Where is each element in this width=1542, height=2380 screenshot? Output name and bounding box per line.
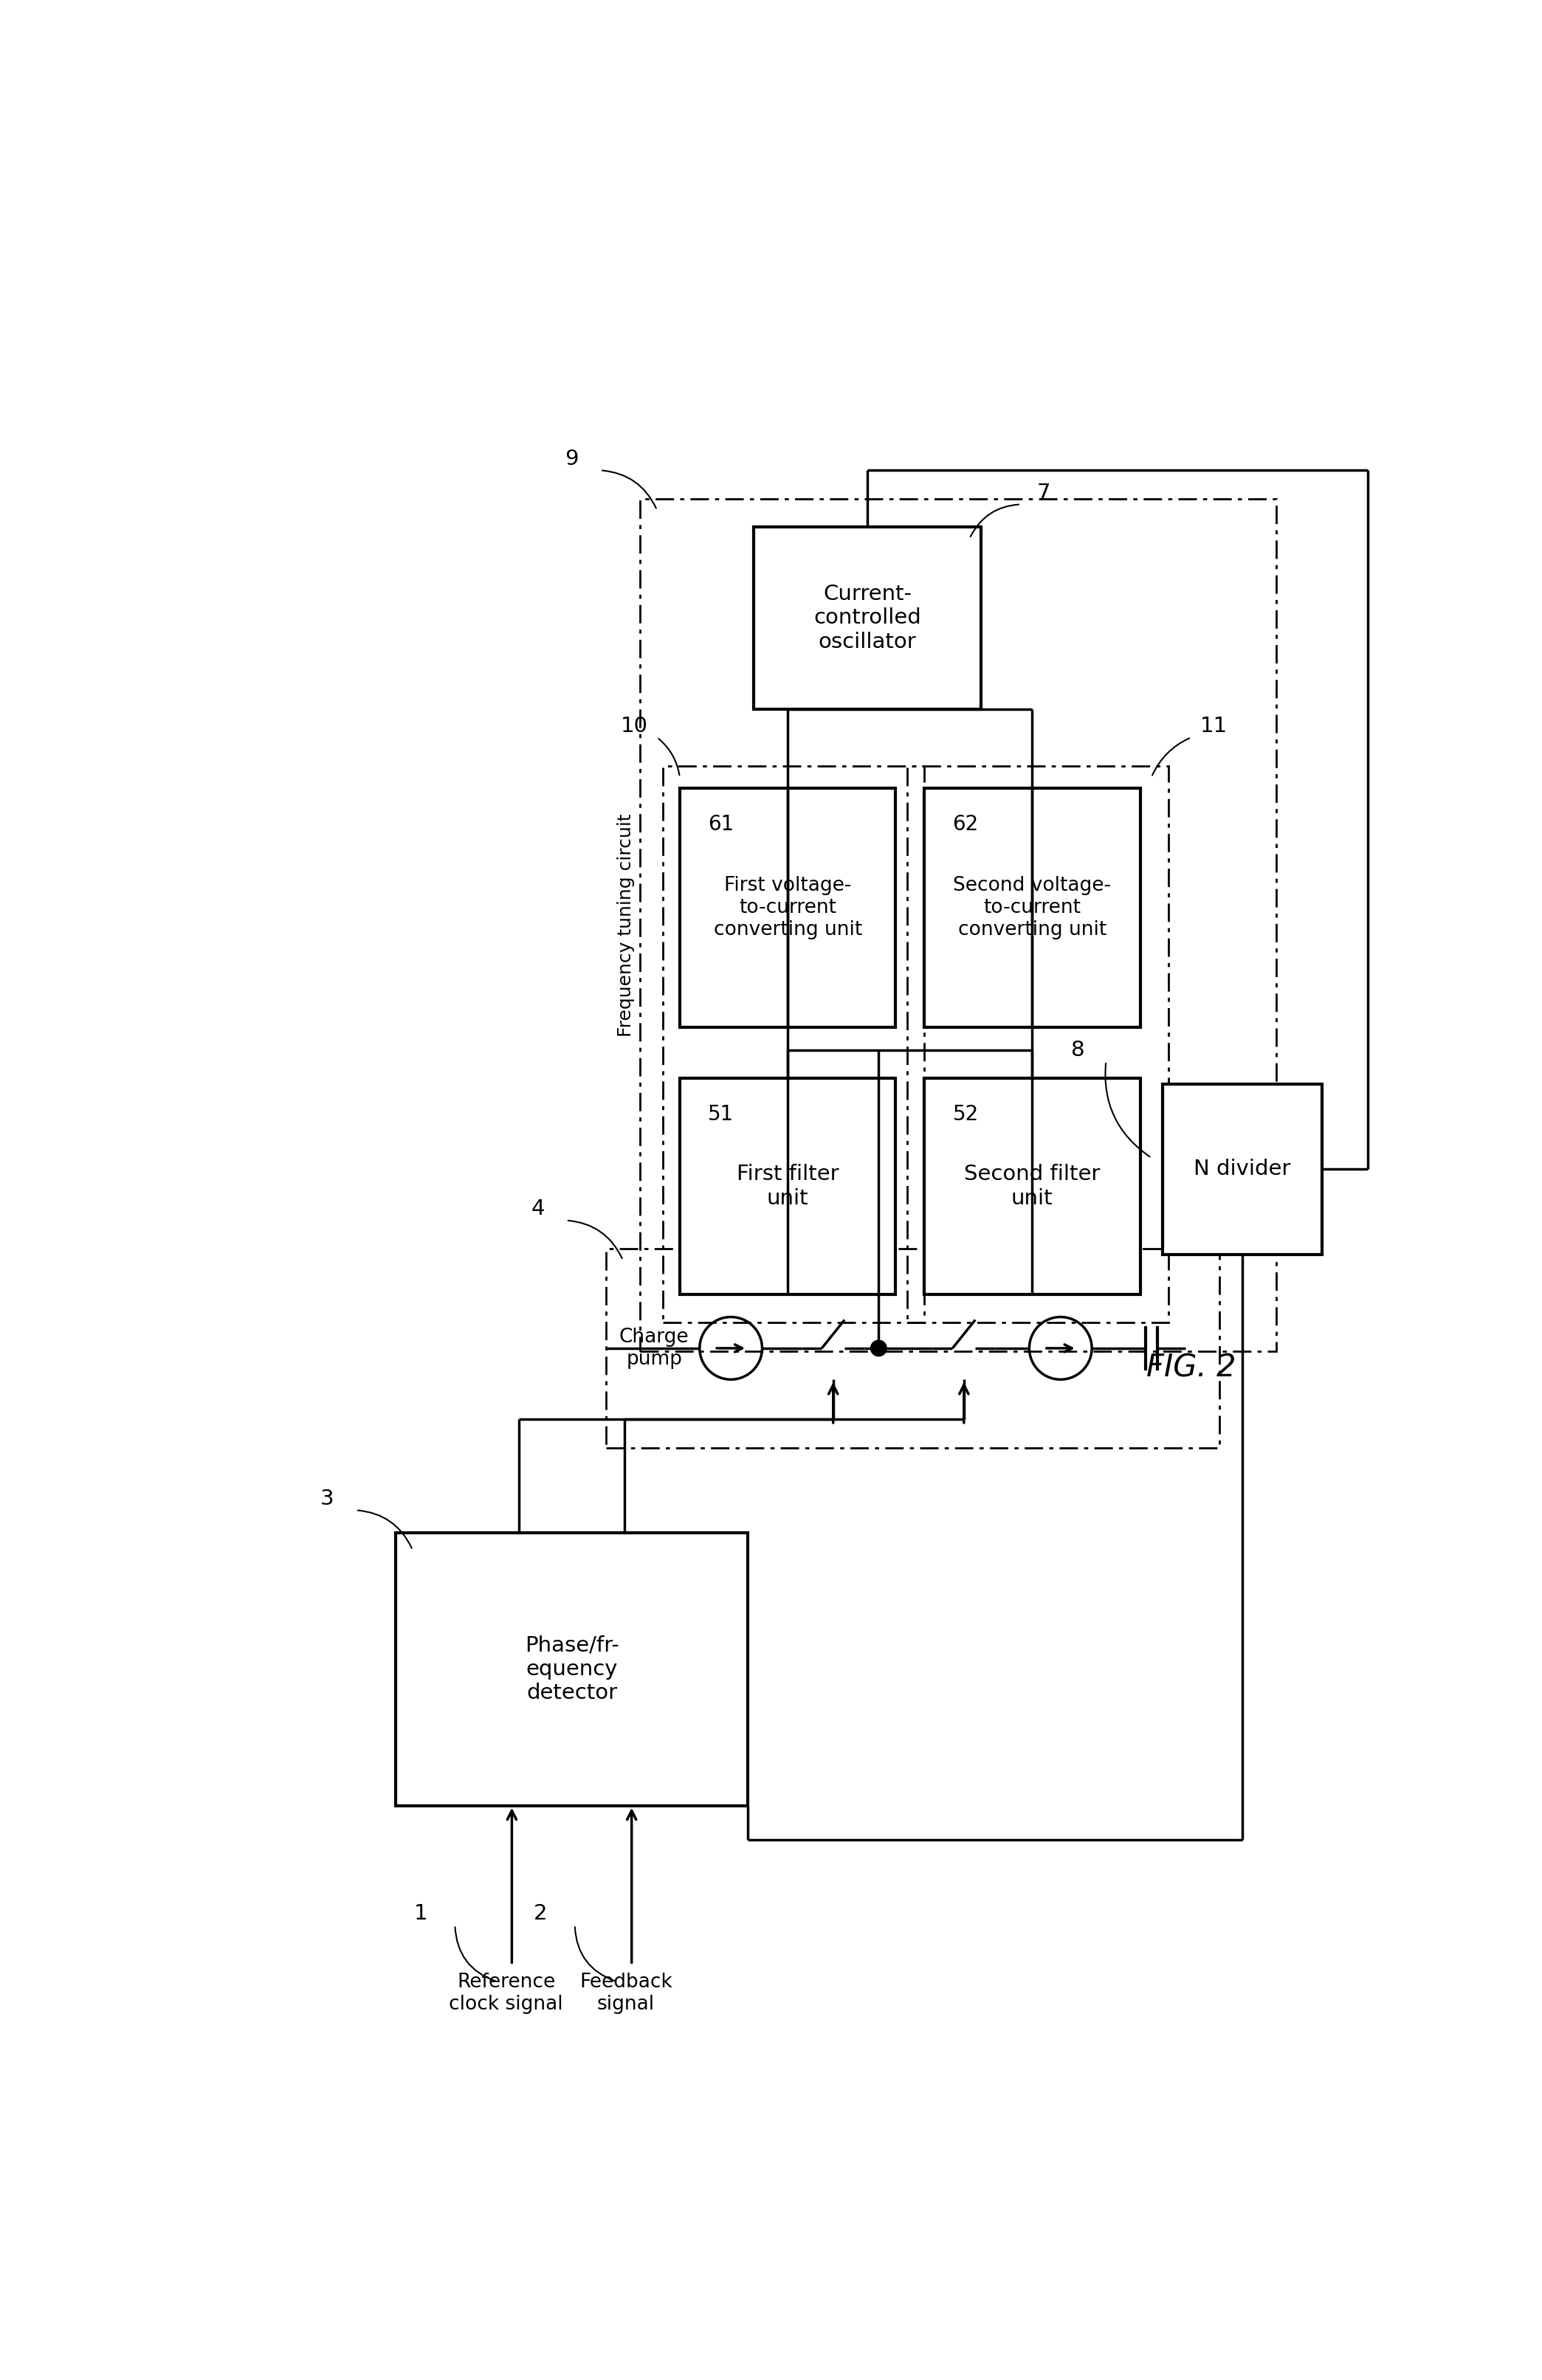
Text: Second voltage-
to-current
converting unit: Second voltage- to-current converting un… xyxy=(953,876,1112,940)
Text: 10: 10 xyxy=(620,716,648,735)
Bar xyxy=(754,526,981,709)
Bar xyxy=(1163,1083,1321,1254)
Bar xyxy=(396,1533,748,1806)
Bar xyxy=(640,500,1277,1352)
Bar xyxy=(924,1078,1140,1295)
Text: Feedback
signal: Feedback signal xyxy=(580,1973,672,2013)
Text: 9: 9 xyxy=(564,447,578,469)
Text: Phase/fr-
equency
detector: Phase/fr- equency detector xyxy=(524,1635,618,1704)
Bar xyxy=(907,766,1169,1323)
Text: 11: 11 xyxy=(1200,716,1227,735)
Text: 8: 8 xyxy=(1070,1040,1084,1059)
Text: 61: 61 xyxy=(708,814,734,835)
Text: FIG. 2: FIG. 2 xyxy=(1146,1352,1237,1383)
Text: First filter
unit: First filter unit xyxy=(737,1164,839,1209)
Bar xyxy=(924,788,1140,1028)
Text: 2: 2 xyxy=(534,1904,547,1923)
Text: 51: 51 xyxy=(708,1104,734,1123)
Text: Second filter
unit: Second filter unit xyxy=(964,1164,1099,1209)
Text: 7: 7 xyxy=(1036,483,1050,502)
Text: 3: 3 xyxy=(321,1488,335,1509)
Bar xyxy=(680,788,896,1028)
Text: Reference
clock signal: Reference clock signal xyxy=(449,1973,563,2013)
Text: First voltage-
to-current
converting unit: First voltage- to-current converting uni… xyxy=(714,876,862,940)
Bar xyxy=(663,766,924,1323)
Text: Charge
pump: Charge pump xyxy=(620,1328,689,1368)
Text: Frequency tuning circuit: Frequency tuning circuit xyxy=(617,814,635,1038)
Circle shape xyxy=(871,1340,887,1357)
Text: N divider: N divider xyxy=(1194,1159,1291,1180)
Text: 4: 4 xyxy=(530,1200,544,1219)
Text: 1: 1 xyxy=(413,1904,427,1923)
Text: 62: 62 xyxy=(953,814,979,835)
Text: 52: 52 xyxy=(953,1104,979,1123)
Bar xyxy=(606,1250,1220,1447)
Text: Current-
controlled
oscillator: Current- controlled oscillator xyxy=(814,583,921,652)
Bar xyxy=(680,1078,896,1295)
